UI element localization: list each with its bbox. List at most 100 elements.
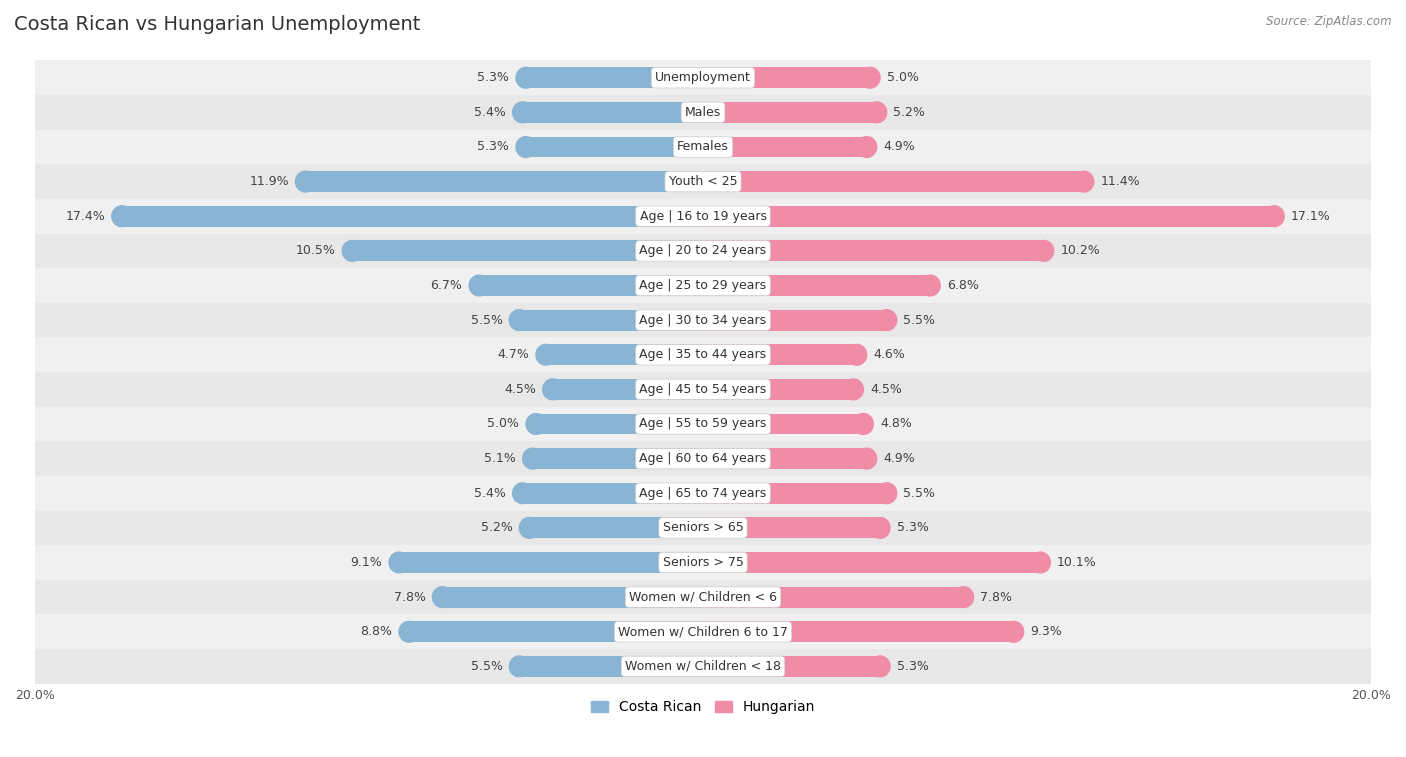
Bar: [35, 164, 1371, 199]
Bar: [35, 510, 1371, 545]
Text: 7.8%: 7.8%: [980, 590, 1012, 603]
Text: 17.4%: 17.4%: [65, 210, 105, 223]
Bar: [703, 413, 863, 435]
Text: Youth < 25: Youth < 25: [669, 175, 737, 188]
Text: 6.8%: 6.8%: [946, 279, 979, 292]
Bar: [35, 649, 1371, 684]
Bar: [703, 656, 880, 677]
Bar: [526, 136, 703, 157]
Text: Age | 25 to 29 years: Age | 25 to 29 years: [640, 279, 766, 292]
Text: Women w/ Children 6 to 17: Women w/ Children 6 to 17: [619, 625, 787, 638]
Circle shape: [1004, 621, 1024, 642]
Circle shape: [509, 656, 529, 677]
Bar: [35, 303, 1371, 338]
Text: 5.5%: 5.5%: [904, 487, 935, 500]
Bar: [305, 171, 703, 192]
Bar: [399, 552, 703, 573]
Bar: [35, 407, 1371, 441]
Bar: [122, 206, 703, 226]
Circle shape: [870, 518, 890, 538]
Text: Age | 20 to 24 years: Age | 20 to 24 years: [640, 245, 766, 257]
Text: 4.6%: 4.6%: [873, 348, 905, 361]
Bar: [353, 241, 703, 261]
Text: Males: Males: [685, 106, 721, 119]
Bar: [703, 552, 1040, 573]
Bar: [703, 518, 880, 538]
Text: Unemployment: Unemployment: [655, 71, 751, 84]
Bar: [35, 234, 1371, 268]
Bar: [479, 275, 703, 296]
Bar: [703, 587, 963, 608]
Circle shape: [111, 206, 132, 226]
Circle shape: [433, 587, 453, 608]
Text: Age | 45 to 54 years: Age | 45 to 54 years: [640, 383, 766, 396]
Text: Age | 35 to 44 years: Age | 35 to 44 years: [640, 348, 766, 361]
Text: 5.5%: 5.5%: [471, 313, 502, 326]
Circle shape: [877, 483, 897, 503]
Circle shape: [526, 413, 546, 435]
Bar: [703, 483, 887, 503]
Circle shape: [543, 379, 562, 400]
Bar: [529, 518, 703, 538]
Text: 10.1%: 10.1%: [1057, 556, 1097, 569]
Text: Age | 65 to 74 years: Age | 65 to 74 years: [640, 487, 766, 500]
Circle shape: [399, 621, 419, 642]
Text: 5.5%: 5.5%: [904, 313, 935, 326]
Bar: [35, 129, 1371, 164]
Circle shape: [1264, 206, 1284, 226]
Bar: [703, 275, 931, 296]
Text: Age | 60 to 64 years: Age | 60 to 64 years: [640, 452, 766, 465]
Circle shape: [509, 310, 529, 331]
Text: Women w/ Children < 6: Women w/ Children < 6: [628, 590, 778, 603]
Legend: Costa Rican, Hungarian: Costa Rican, Hungarian: [591, 700, 815, 714]
Bar: [35, 199, 1371, 234]
Circle shape: [516, 136, 536, 157]
Bar: [703, 241, 1043, 261]
Text: 5.5%: 5.5%: [471, 660, 502, 673]
Circle shape: [389, 552, 409, 573]
Circle shape: [860, 67, 880, 88]
Circle shape: [866, 102, 887, 123]
Text: Age | 55 to 59 years: Age | 55 to 59 years: [640, 418, 766, 431]
Bar: [35, 268, 1371, 303]
Circle shape: [513, 102, 533, 123]
Bar: [35, 338, 1371, 372]
Text: Age | 16 to 19 years: Age | 16 to 19 years: [640, 210, 766, 223]
Circle shape: [523, 448, 543, 469]
Circle shape: [870, 656, 890, 677]
Text: Age | 30 to 34 years: Age | 30 to 34 years: [640, 313, 766, 326]
Circle shape: [536, 344, 555, 365]
Text: 9.3%: 9.3%: [1031, 625, 1062, 638]
Circle shape: [1033, 241, 1053, 261]
Circle shape: [953, 587, 973, 608]
Text: Women w/ Children < 18: Women w/ Children < 18: [626, 660, 780, 673]
Circle shape: [513, 483, 533, 503]
Text: 4.7%: 4.7%: [498, 348, 529, 361]
Circle shape: [516, 67, 536, 88]
Bar: [35, 615, 1371, 649]
Circle shape: [1074, 171, 1094, 192]
Text: 7.8%: 7.8%: [394, 590, 426, 603]
Bar: [409, 621, 703, 642]
Bar: [533, 448, 703, 469]
Bar: [703, 310, 887, 331]
Text: 6.7%: 6.7%: [430, 279, 463, 292]
Bar: [703, 448, 866, 469]
Bar: [703, 102, 877, 123]
Circle shape: [295, 171, 315, 192]
Text: 4.9%: 4.9%: [883, 452, 915, 465]
Text: 5.3%: 5.3%: [897, 522, 928, 534]
Circle shape: [846, 344, 866, 365]
Text: 11.9%: 11.9%: [249, 175, 288, 188]
Text: 4.8%: 4.8%: [880, 418, 912, 431]
Bar: [703, 206, 1274, 226]
Text: Seniors > 65: Seniors > 65: [662, 522, 744, 534]
Circle shape: [844, 379, 863, 400]
Text: 5.0%: 5.0%: [887, 71, 918, 84]
Text: 5.1%: 5.1%: [484, 452, 516, 465]
Circle shape: [342, 241, 363, 261]
Bar: [703, 67, 870, 88]
Bar: [519, 656, 703, 677]
Text: 17.1%: 17.1%: [1291, 210, 1330, 223]
Text: Source: ZipAtlas.com: Source: ZipAtlas.com: [1267, 15, 1392, 28]
